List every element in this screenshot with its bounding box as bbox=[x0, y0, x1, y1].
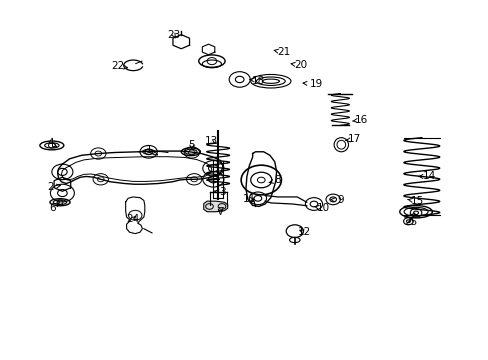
Text: 19: 19 bbox=[303, 79, 323, 89]
Text: 2: 2 bbox=[47, 182, 60, 192]
Polygon shape bbox=[203, 201, 227, 212]
Text: 12: 12 bbox=[297, 227, 310, 237]
Text: 20: 20 bbox=[290, 60, 307, 70]
Text: 15: 15 bbox=[407, 196, 423, 206]
Text: 3: 3 bbox=[214, 187, 226, 197]
Text: 18: 18 bbox=[249, 76, 265, 86]
Text: 21: 21 bbox=[274, 47, 290, 57]
Text: 22: 22 bbox=[111, 62, 127, 71]
Text: 6: 6 bbox=[49, 203, 59, 212]
Text: 14: 14 bbox=[418, 171, 435, 181]
Text: 11: 11 bbox=[242, 194, 255, 204]
Text: 13: 13 bbox=[204, 136, 217, 146]
Text: 9: 9 bbox=[330, 195, 343, 206]
Text: 24: 24 bbox=[126, 214, 140, 224]
Text: 8: 8 bbox=[268, 175, 281, 185]
Text: 1: 1 bbox=[145, 145, 157, 155]
Text: 17: 17 bbox=[345, 134, 361, 144]
Text: 5: 5 bbox=[188, 140, 195, 150]
Text: 25: 25 bbox=[404, 217, 417, 227]
Text: 4: 4 bbox=[47, 138, 57, 148]
Text: 10: 10 bbox=[314, 203, 329, 213]
Text: 7: 7 bbox=[217, 207, 224, 217]
Text: 16: 16 bbox=[352, 115, 368, 125]
Text: 23: 23 bbox=[167, 30, 180, 40]
